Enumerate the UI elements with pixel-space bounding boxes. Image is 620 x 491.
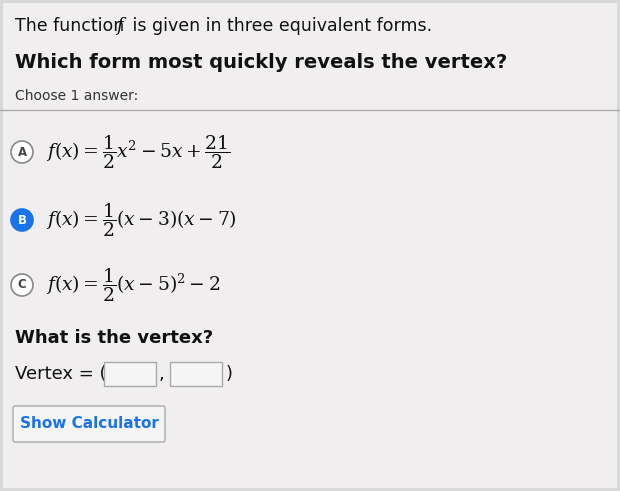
Circle shape — [11, 274, 33, 296]
Text: B: B — [17, 214, 27, 226]
FancyBboxPatch shape — [104, 362, 156, 386]
Text: Vertex = (: Vertex = ( — [15, 365, 107, 383]
Text: $f(x) = \dfrac{1}{2}(x-5)^2 - 2$: $f(x) = \dfrac{1}{2}(x-5)^2 - 2$ — [46, 266, 220, 304]
Text: $f(x) = \dfrac{1}{2}x^2 - 5x + \dfrac{21}{2}$: $f(x) = \dfrac{1}{2}x^2 - 5x + \dfrac{21… — [46, 133, 231, 171]
FancyBboxPatch shape — [3, 3, 617, 488]
Text: Show Calculator: Show Calculator — [20, 416, 159, 432]
Text: What is the vertex?: What is the vertex? — [15, 329, 213, 347]
Text: Choose 1 answer:: Choose 1 answer: — [15, 89, 138, 103]
Text: C: C — [17, 278, 27, 292]
Text: A: A — [17, 145, 27, 159]
Text: $f(x) = \dfrac{1}{2}(x-3)(x-7)$: $f(x) = \dfrac{1}{2}(x-3)(x-7)$ — [46, 201, 237, 239]
Text: is given in three equivalent forms.: is given in three equivalent forms. — [127, 17, 432, 35]
Text: Which form most quickly reveals the vertex?: Which form most quickly reveals the vert… — [15, 53, 507, 72]
Text: $f$: $f$ — [115, 15, 128, 37]
Text: The function: The function — [15, 17, 130, 35]
Circle shape — [11, 209, 33, 231]
Text: ): ) — [226, 365, 233, 383]
Text: ,: , — [159, 365, 165, 383]
Circle shape — [11, 141, 33, 163]
FancyBboxPatch shape — [170, 362, 222, 386]
FancyBboxPatch shape — [13, 406, 165, 442]
